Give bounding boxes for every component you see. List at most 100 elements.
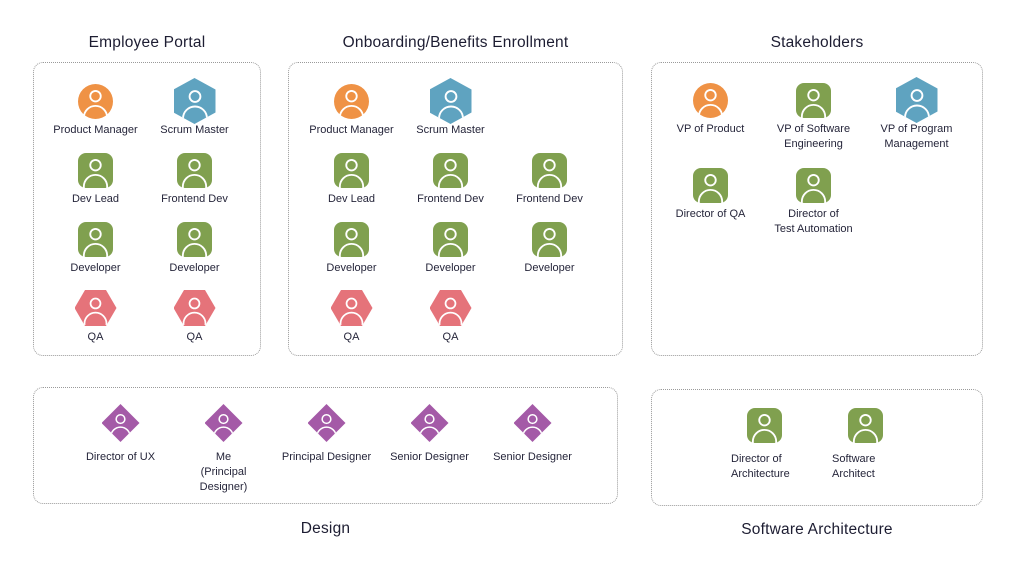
person-icon-area: [433, 148, 468, 192]
person-item: VP of Program Management: [865, 77, 968, 152]
person-item: Developer: [500, 217, 599, 276]
person-icon-area: [532, 148, 567, 192]
person-icon-area: [429, 78, 472, 124]
diamond-person-icon: [307, 404, 346, 442]
square-person-icon: [177, 221, 212, 257]
person-item: QA: [302, 286, 401, 345]
hexagon-person-icon: [74, 290, 117, 326]
square-person-icon: [433, 152, 468, 188]
person-icon-area: [796, 78, 831, 122]
person-item: Me (Principal Designer): [172, 401, 275, 495]
person-role-label: Frontend Dev: [417, 193, 484, 205]
hexagon-person-icon: [429, 78, 472, 124]
person-row: Dev Lead Frontend Dev Frontend Dev: [302, 148, 622, 217]
person-row: Director of Architecture Software Archite…: [714, 403, 982, 482]
person-item: Senior Designer: [481, 401, 584, 465]
person-icon-area: [334, 148, 369, 192]
square-person-icon: [78, 152, 113, 188]
person-role-label: Director of Test Automation: [774, 208, 853, 235]
square-person-icon: [433, 221, 468, 257]
square-person-icon: [796, 82, 831, 118]
person-row: Developer Developer Developer: [302, 217, 622, 286]
person-icon-area: [330, 286, 373, 330]
person-icon-area: [78, 148, 113, 192]
square-person-icon: [532, 221, 567, 257]
person-icon-area: [433, 217, 468, 261]
diamond-person-icon: [101, 404, 140, 442]
person-role-label: Developer: [524, 262, 575, 274]
person-role-label: Product Manager: [309, 124, 394, 136]
person-role-label: QA: [186, 331, 203, 343]
square-person-icon: [78, 221, 113, 257]
person-row: Dev Lead Frontend Dev: [46, 148, 260, 217]
person-row: Product Manager Scrum Master: [46, 78, 260, 148]
person-role-label: Frontend Dev: [516, 193, 583, 205]
person-item: Frontend Dev: [500, 148, 599, 207]
person-role-label: Developer: [326, 262, 377, 274]
person-icon-area: [848, 403, 883, 447]
person-item: Director of QA: [659, 163, 762, 222]
person-row: VP of Product VP of Software Engineering V…: [659, 77, 982, 163]
person-icon-area: [410, 401, 449, 445]
person-row: QA QA: [46, 286, 260, 355]
person-role-label: QA: [442, 331, 459, 343]
person-item: QA: [145, 286, 244, 345]
square-person-icon: [334, 221, 369, 257]
section-design: Director of UX Me (Principal Designer) Pri…: [33, 387, 618, 504]
person-role-label: VP of Program Management: [880, 123, 953, 150]
person-item: Scrum Master: [401, 78, 500, 138]
person-item: Director of Test Automation: [762, 163, 865, 237]
person-role-label: Principal Designer: [281, 451, 372, 463]
person-row: Developer Developer: [46, 217, 260, 286]
person-icon-area: [78, 217, 113, 261]
person-row: Product Manager Scrum Master: [302, 78, 622, 148]
diamond-person-icon: [513, 404, 552, 442]
person-role-label: Developer: [169, 262, 220, 274]
person-icon-area: [796, 163, 831, 207]
hexagon-person-icon: [173, 290, 216, 326]
square-person-icon: [693, 167, 728, 203]
person-item: VP of Software Engineering: [762, 78, 865, 152]
person-icon-area: [513, 401, 552, 445]
person-item: Scrum Master: [145, 78, 244, 138]
person-role-label: Frontend Dev: [161, 193, 228, 205]
person-item: QA: [401, 286, 500, 345]
hexagon-person-icon: [330, 290, 373, 326]
person-item: Frontend Dev: [401, 148, 500, 207]
person-role-label: Director of QA: [675, 208, 746, 220]
square-person-icon: [177, 152, 212, 188]
person-role-label: Dev Lead: [327, 193, 376, 205]
person-icon-area: [334, 79, 369, 123]
person-role-label: VP of Product: [676, 123, 745, 135]
circle-person-icon: [693, 82, 728, 118]
square-person-icon: [747, 407, 782, 443]
person-role-label: Scrum Master: [416, 124, 485, 136]
section-stakeholders: VP of Product VP of Software Engineering V…: [651, 62, 983, 356]
diamond-person-icon: [204, 404, 243, 442]
person-role-label: Scrum Master: [160, 124, 229, 136]
person-item: Dev Lead: [46, 148, 145, 207]
person-item: Senior Designer: [378, 401, 481, 465]
person-role-label: Me (Principal Designer): [199, 451, 248, 493]
person-item: Principal Designer: [275, 401, 378, 465]
person-icon-area: [204, 401, 243, 445]
person-role-label: Senior Designer: [493, 451, 572, 463]
person-icon-area: [101, 401, 140, 445]
diamond-person-icon: [410, 404, 449, 442]
person-item: Software Architect: [815, 403, 916, 482]
circle-person-icon: [334, 83, 369, 119]
person-item: Director of Architecture: [714, 403, 815, 482]
square-person-icon: [848, 407, 883, 443]
person-item: Product Manager: [46, 79, 145, 138]
hexagon-person-icon: [429, 290, 472, 326]
person-item: Developer: [46, 217, 145, 276]
square-person-icon: [334, 152, 369, 188]
hexagon-person-icon: [173, 78, 216, 124]
person-item: Developer: [145, 217, 244, 276]
person-icon-area: [532, 217, 567, 261]
person-icon-area: [307, 401, 346, 445]
person-row: Director of QA Director of Test Automatio…: [659, 163, 982, 248]
person-icon-area: [173, 286, 216, 330]
person-role-label: Developer: [70, 262, 121, 274]
person-role-label: QA: [87, 331, 104, 343]
